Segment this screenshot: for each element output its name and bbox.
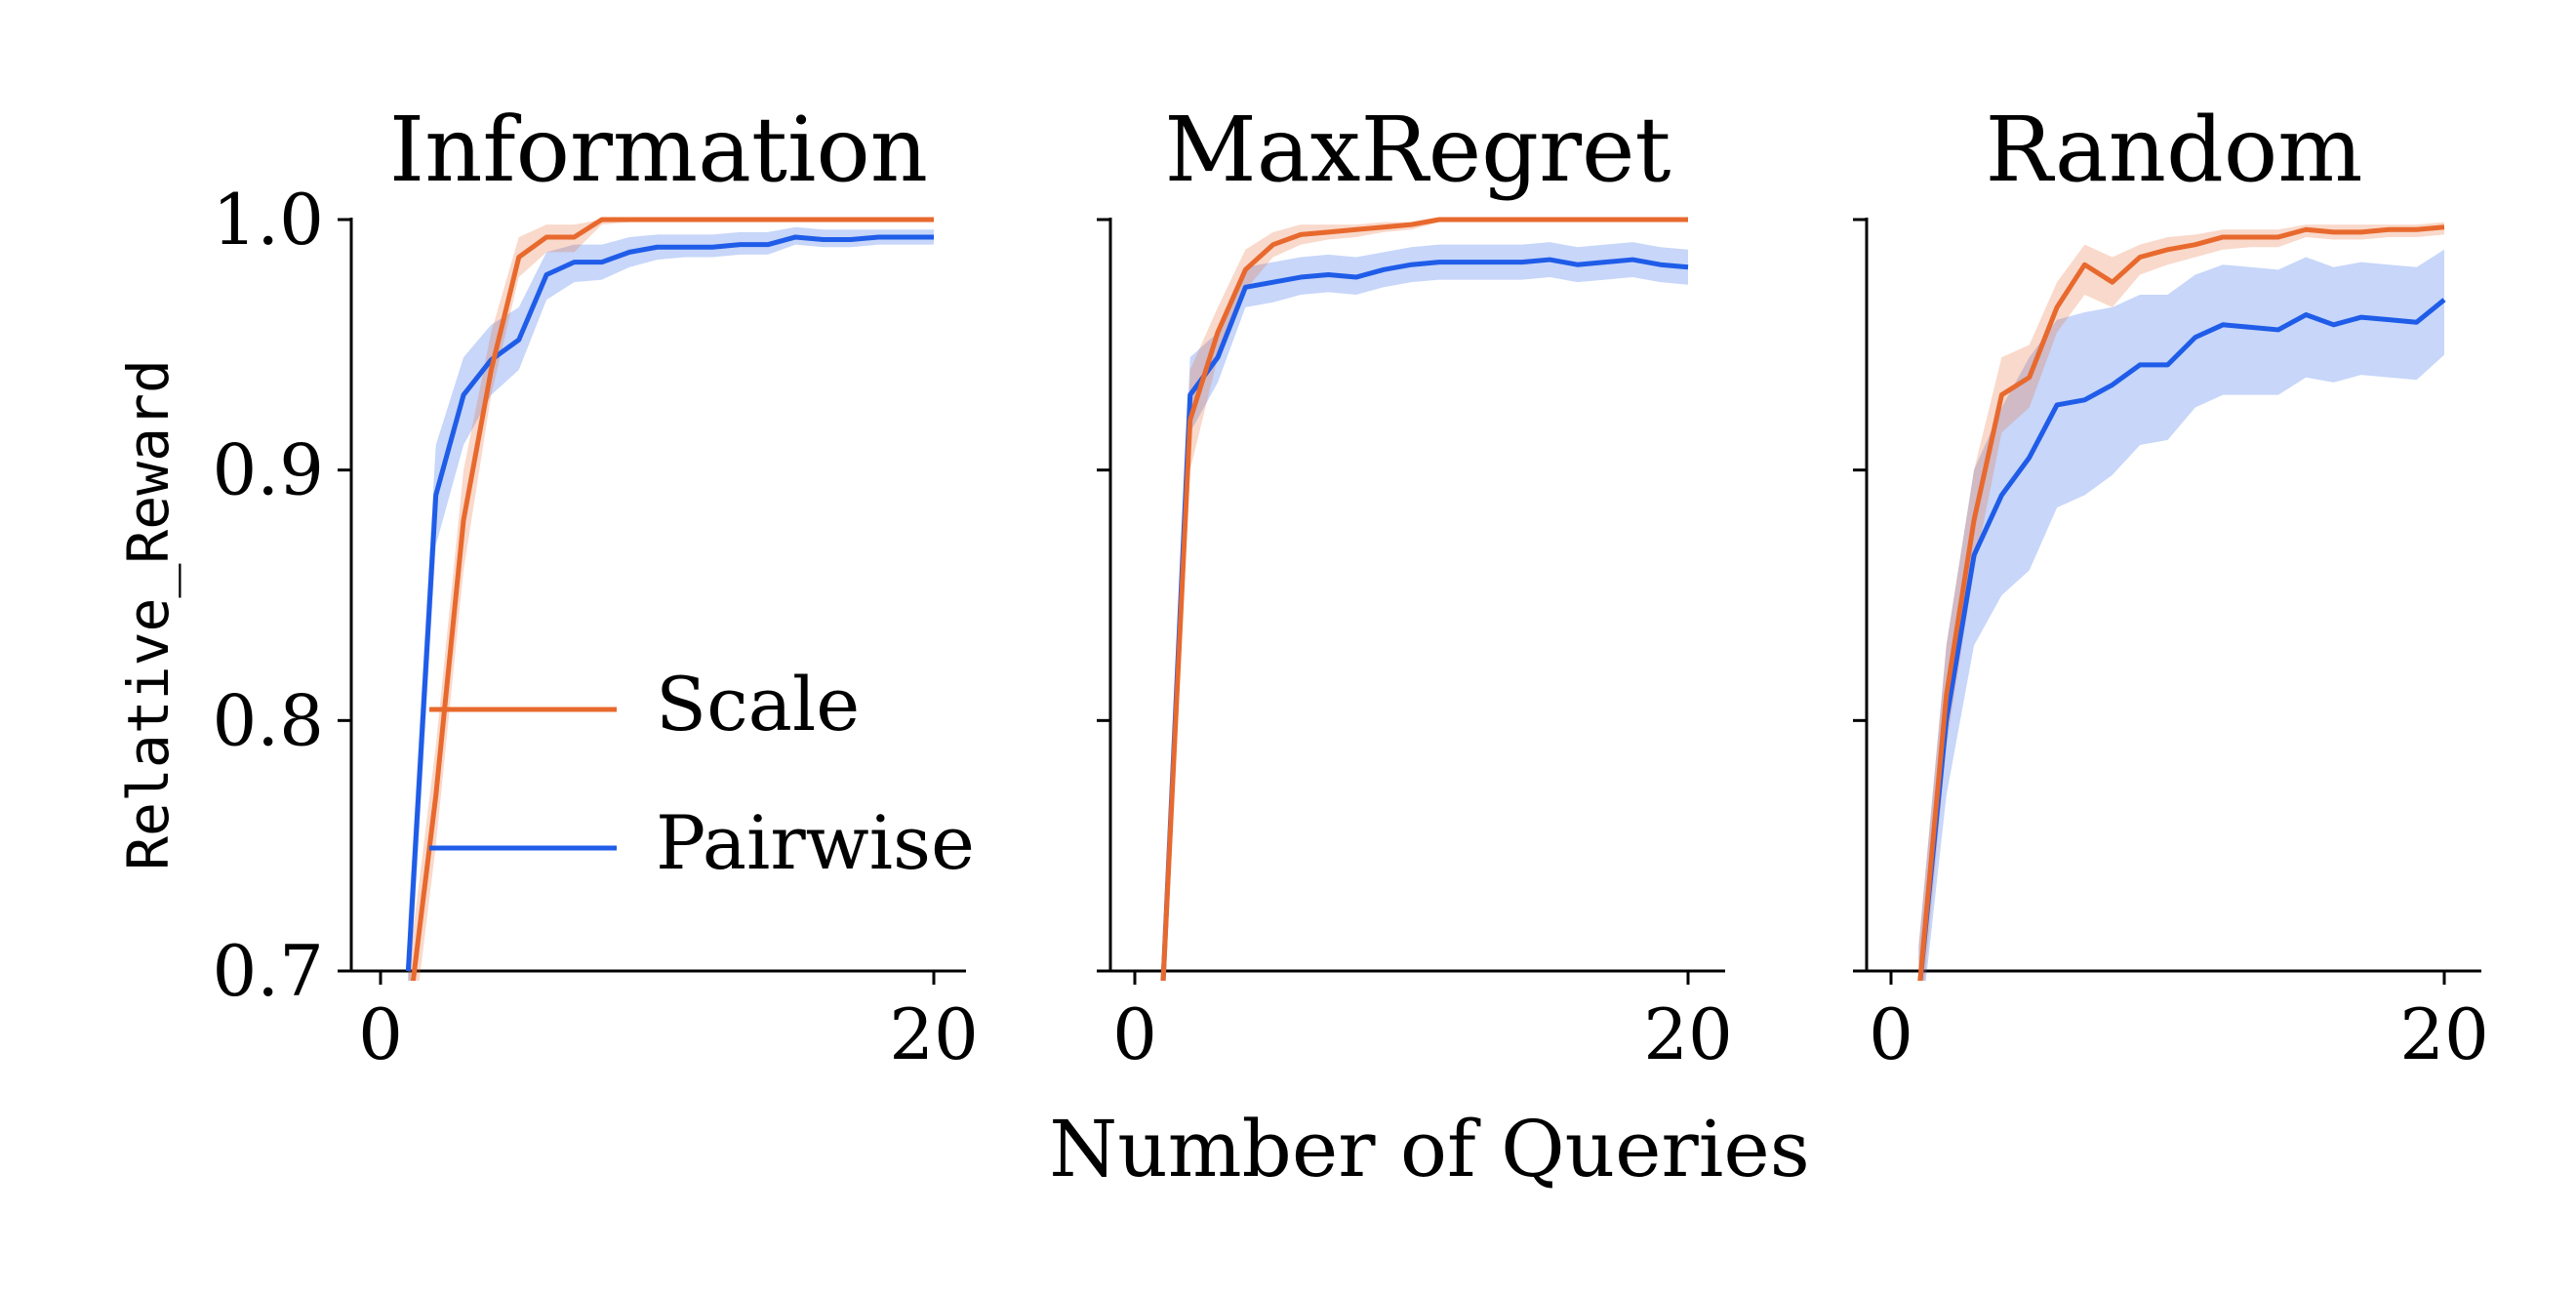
plot-area bbox=[1917, 222, 2446, 981]
line-scale bbox=[1917, 224, 2445, 981]
legend-label-scale: Scale bbox=[656, 661, 860, 748]
x-tick-label: 20 bbox=[1643, 993, 1733, 1075]
y-tick-label: 1.0 bbox=[212, 179, 324, 261]
y-tick-label: 0.9 bbox=[212, 429, 324, 511]
band-pairwise bbox=[1162, 242, 1688, 981]
line-pairwise bbox=[1917, 298, 2446, 981]
x-tick-label: 0 bbox=[358, 993, 403, 1075]
x-axis-label: Number of Queries bbox=[1049, 1104, 1810, 1194]
line-pairwise bbox=[1160, 257, 1689, 981]
panel-title: Information bbox=[389, 98, 928, 202]
band-scale bbox=[1162, 220, 1688, 981]
y-axis-label: Relative_Reward bbox=[115, 359, 181, 870]
x-tick-label: 20 bbox=[889, 993, 979, 1075]
panel-title: MaxRegret bbox=[1165, 98, 1671, 202]
plot-area bbox=[405, 217, 934, 981]
legend-label-pairwise: Pairwise bbox=[656, 799, 975, 886]
y-tick-label: 0.8 bbox=[212, 679, 324, 761]
band-pairwise bbox=[1918, 249, 2444, 981]
x-tick-label: 0 bbox=[1112, 993, 1157, 1075]
band-pairwise bbox=[408, 226, 934, 981]
line-scale bbox=[410, 217, 934, 981]
panel-maxregret: MaxRegret 0 20 bbox=[1097, 98, 1733, 1075]
legend: Scale Pairwise bbox=[429, 661, 975, 886]
x-tick-label: 0 bbox=[1869, 993, 1913, 1075]
panel-information: Information 0.7 0.8 0.9 1.0 0 20 bbox=[212, 98, 978, 1075]
panel-title: Random bbox=[1985, 98, 2362, 202]
y-tick-label: 0.7 bbox=[212, 930, 324, 1012]
x-tick-label: 20 bbox=[2399, 993, 2489, 1075]
panel-random: Random 0 20 bbox=[1853, 98, 2489, 1075]
plot-area bbox=[1160, 217, 1689, 981]
line-scale bbox=[1160, 217, 1688, 981]
